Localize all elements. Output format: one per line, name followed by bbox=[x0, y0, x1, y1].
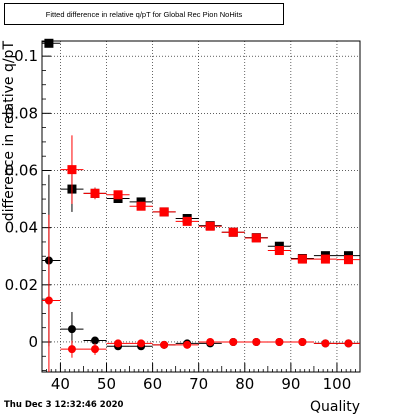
data-point bbox=[91, 345, 99, 354]
y-tick-label: 0.1 bbox=[14, 47, 38, 65]
data-point bbox=[160, 340, 169, 349]
data-point bbox=[44, 38, 54, 48]
series-0 bbox=[42, 38, 360, 264]
series-1 bbox=[60, 135, 360, 265]
x-tick-label: 70 bbox=[189, 375, 208, 393]
data-point bbox=[67, 165, 77, 175]
y-axis-label: difference in relative q/pT bbox=[1, 41, 17, 222]
grid bbox=[42, 41, 360, 372]
plot-frame bbox=[41, 40, 361, 373]
x-tick-label: 40 bbox=[51, 375, 70, 393]
data-point bbox=[183, 340, 192, 349]
data-point bbox=[136, 201, 146, 211]
data-point bbox=[67, 345, 76, 354]
data-point bbox=[91, 336, 99, 345]
data-point bbox=[182, 216, 192, 226]
data-point bbox=[297, 254, 307, 264]
series-3 bbox=[42, 214, 360, 372]
x-tick-label: 100 bbox=[323, 375, 352, 393]
data-point bbox=[251, 233, 261, 243]
data-point bbox=[274, 246, 284, 256]
x-tick-label: 80 bbox=[235, 375, 254, 393]
x-axis-label: Quality bbox=[310, 399, 360, 414]
y-tick-label: 0.02 bbox=[5, 276, 38, 294]
y-tick-label: 0.04 bbox=[5, 219, 38, 237]
data-point bbox=[229, 337, 238, 346]
x-tick-label: 90 bbox=[281, 375, 300, 393]
x-tick-label: 50 bbox=[97, 375, 116, 393]
data-point bbox=[205, 221, 215, 231]
chart-title: Fitted difference in relative q/pT for G… bbox=[4, 3, 284, 25]
y-tick-label: 0.08 bbox=[5, 104, 38, 122]
series-layer bbox=[42, 38, 360, 372]
x-tick-label: 60 bbox=[143, 375, 162, 393]
data-point bbox=[344, 339, 353, 348]
timestamp: Thu Dec 3 12:32:46 2020 bbox=[4, 400, 124, 410]
data-point bbox=[159, 207, 169, 217]
y-tick-label: 0.06 bbox=[5, 161, 38, 179]
data-point bbox=[114, 339, 123, 348]
y-tick-label: 0 bbox=[28, 333, 38, 351]
axis-ticks bbox=[42, 41, 361, 372]
data-point bbox=[206, 337, 215, 346]
data-point bbox=[113, 190, 123, 200]
series-2 bbox=[42, 174, 360, 351]
data-point bbox=[298, 337, 307, 346]
data-point bbox=[228, 227, 238, 237]
data-point bbox=[67, 325, 76, 334]
data-point bbox=[320, 254, 330, 264]
data-point bbox=[321, 339, 330, 348]
data-point bbox=[44, 296, 53, 305]
data-point bbox=[252, 337, 261, 346]
tick-labels: 40 50 60 70 80 90 100 0 0.02 0.04 0.06 0.08 0.1 bbox=[5, 47, 352, 393]
data-point bbox=[90, 188, 100, 198]
data-point bbox=[275, 337, 284, 346]
data-point bbox=[137, 339, 146, 348]
data-point bbox=[343, 255, 353, 265]
